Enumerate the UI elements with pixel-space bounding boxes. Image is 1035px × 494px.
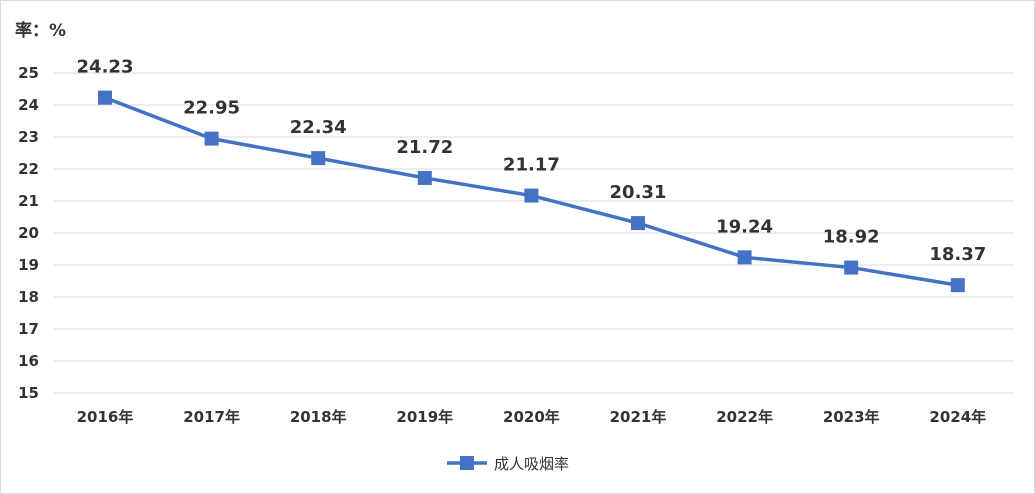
data-point-marker — [417, 170, 432, 185]
x-tick-label: 2018年 — [290, 408, 347, 426]
data-label: 20.31 — [610, 182, 667, 203]
data-point-marker — [311, 151, 326, 166]
y-tick-label: 18 — [18, 288, 39, 306]
x-tick-label: 2020年 — [503, 408, 560, 426]
data-point-marker — [737, 250, 752, 265]
y-tick-labels: 15 16 17 18 19 20 21 22 23 24 25 — [18, 64, 39, 402]
x-tick-label: 2021年 — [610, 408, 667, 426]
data-label: 21.17 — [503, 155, 560, 176]
y-tick-label: 15 — [18, 384, 39, 402]
data-label: 18.92 — [823, 227, 880, 248]
data-point-marker — [98, 90, 112, 105]
data-label: 18.37 — [929, 244, 986, 265]
y-tick-label: 24 — [18, 96, 39, 114]
data-point-marker — [950, 278, 965, 293]
y-axis-label: 率：% — [15, 20, 66, 41]
data-label: 19.24 — [716, 216, 773, 237]
data-label: 21.72 — [396, 137, 453, 158]
y-tick-label: 21 — [18, 192, 39, 210]
x-tick-label: 2016年 — [77, 408, 134, 426]
y-tick-label: 22 — [18, 160, 39, 178]
x-tick-label: 2017年 — [183, 408, 240, 426]
data-point-marker — [844, 260, 859, 275]
legend: 成人吸烟率 — [447, 455, 569, 473]
y-tick-label: 23 — [18, 128, 39, 146]
x-tick-label: 2024年 — [929, 408, 986, 426]
data-label: 24.23 — [77, 57, 134, 78]
data-label: 22.95 — [183, 98, 240, 119]
y-tick-label: 16 — [18, 352, 39, 370]
x-tick-labels: 2016年 2017年 2018年 2019年 2020年 2021年 2022年 2023年… — [77, 408, 987, 426]
data-point-marker — [524, 188, 539, 203]
series-smoking-rate — [98, 90, 965, 293]
data-point-marker — [204, 131, 219, 146]
data-point-marker — [631, 216, 645, 231]
legend-label: 成人吸烟率 — [494, 455, 569, 473]
legend-marker-icon — [460, 456, 474, 470]
x-tick-label: 2022年 — [716, 408, 773, 426]
y-tick-label: 17 — [18, 320, 39, 338]
gridlines — [53, 72, 1013, 394]
data-label: 22.34 — [290, 117, 347, 138]
x-tick-label: 2023年 — [823, 408, 880, 426]
data-labels: 24.23 22.95 22.34 21.72 21.17 20.31 19.24 18.92… — [77, 57, 987, 266]
x-tick-label: 2019年 — [396, 408, 453, 426]
y-tick-label: 19 — [18, 256, 39, 274]
y-tick-label: 20 — [18, 224, 39, 242]
y-tick-label: 25 — [18, 64, 39, 82]
